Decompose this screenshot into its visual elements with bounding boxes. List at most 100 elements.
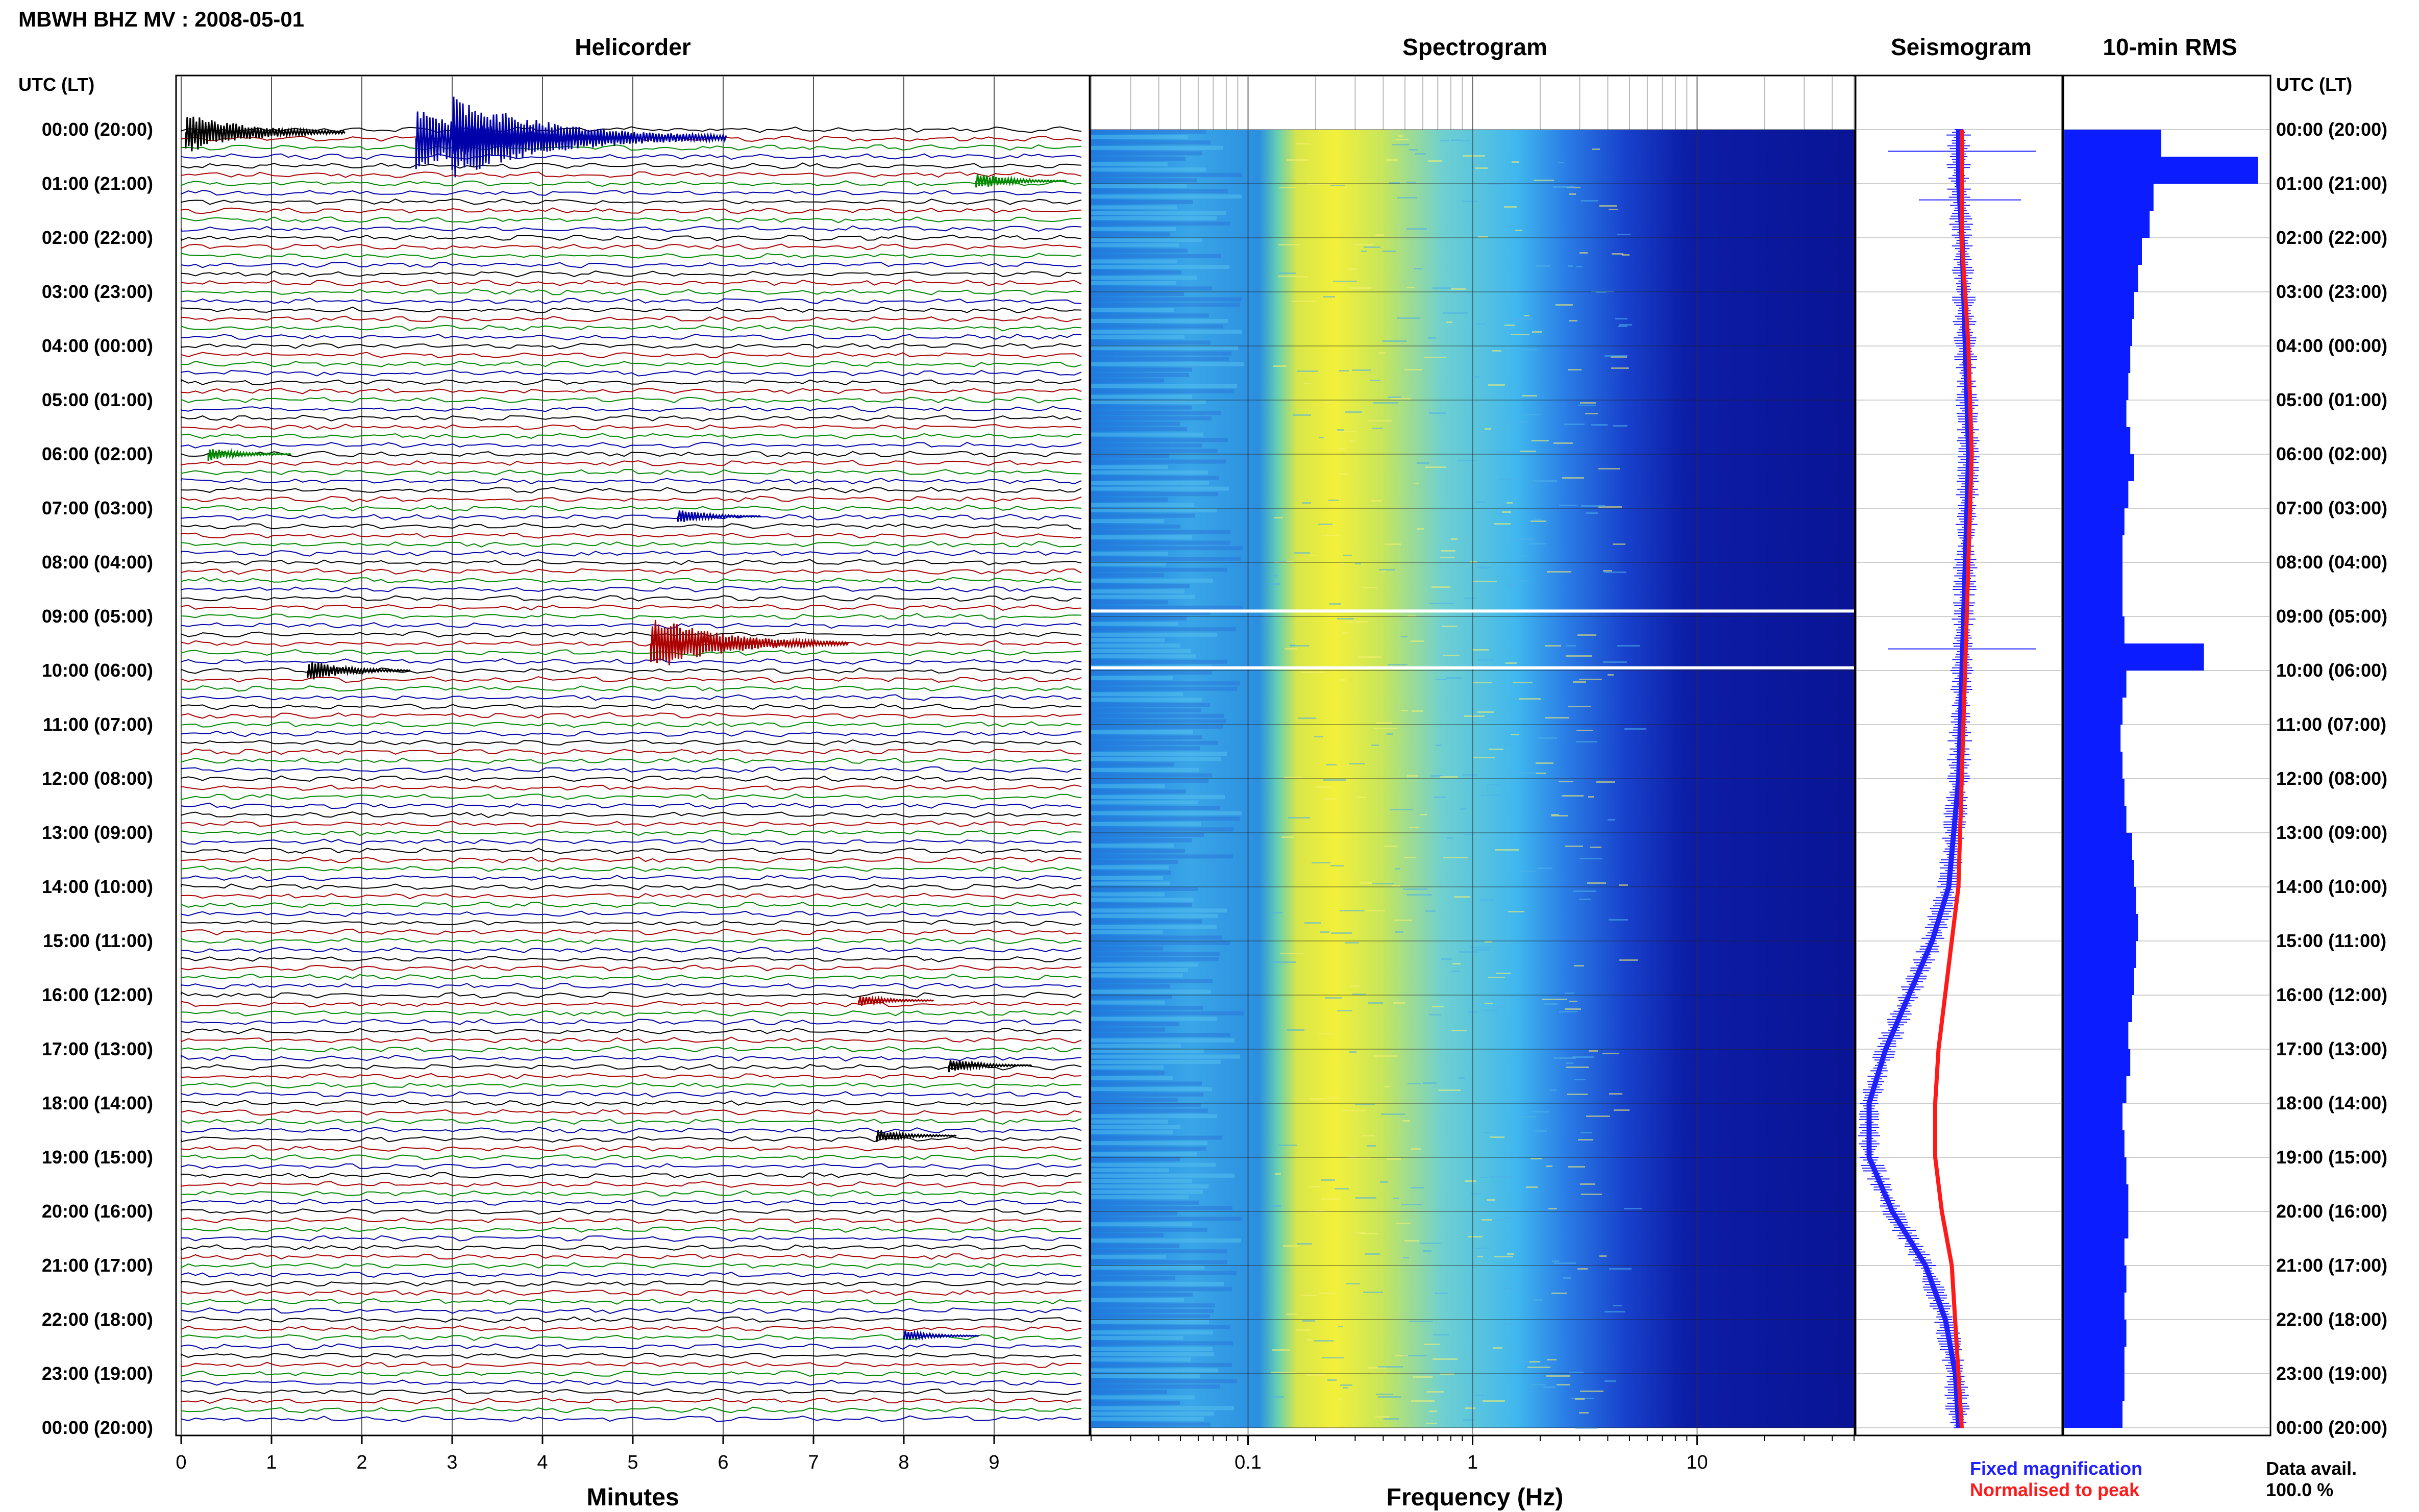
spectrogram-speckle — [1385, 1086, 1390, 1087]
spectrogram-speckle — [1485, 941, 1492, 943]
spectrogram-speckle — [1564, 424, 1585, 425]
spectrogram-speckle — [1350, 287, 1371, 289]
spectrogram-row — [1091, 1254, 1166, 1259]
spectrogram-speckle — [1598, 506, 1622, 508]
helicorder-trace — [181, 469, 1082, 476]
spectrogram-row — [1091, 1287, 1232, 1292]
spectrogram-speckle — [1475, 1395, 1484, 1396]
spectrogram-speckle — [1475, 501, 1486, 503]
time-label-right: 17:00 (13:00) — [2276, 1038, 2387, 1059]
helicorder-trace — [181, 694, 1082, 701]
spectrogram-row — [1091, 1379, 1237, 1383]
time-label-right: 04:00 (00:00) — [2276, 335, 2387, 356]
helicorder-trace — [181, 604, 1082, 611]
spectrogram-row — [1091, 767, 1199, 772]
spectrogram-speckle — [1272, 575, 1277, 577]
helicorder-trace — [181, 460, 1082, 466]
spectrogram-speckle — [1519, 580, 1528, 582]
spectrogram-speckle — [1493, 1006, 1502, 1007]
spectrogram-speckle — [1281, 836, 1294, 838]
helicorder-trace — [181, 532, 1082, 539]
spectrogram-row — [1091, 1049, 1204, 1053]
spectrogram-row — [1091, 416, 1212, 420]
spectrogram-speckle — [1579, 858, 1602, 859]
spectrogram-row — [1091, 578, 1213, 583]
spectrogram-row — [1091, 1033, 1230, 1037]
helicorder-tick-label: 7 — [808, 1452, 819, 1473]
spectrogram-speckle — [1503, 995, 1519, 997]
spectrogram-speckle — [1363, 1292, 1383, 1293]
spectrogram-speckle — [1532, 1111, 1549, 1112]
spectrogram-speckle — [1528, 543, 1546, 544]
helicorder-title: Helicorder — [575, 34, 691, 60]
spectrogram-row — [1091, 184, 1187, 188]
spectrogram-row — [1091, 130, 1206, 134]
spectrogram-speckle — [1580, 1183, 1595, 1185]
rms-bar — [2064, 995, 2132, 1022]
spectrogram-speckle — [1288, 817, 1310, 819]
spectrogram-speckle — [1345, 411, 1362, 413]
helicorder-trace — [181, 1199, 1082, 1206]
helicorder-trace — [181, 1109, 1082, 1116]
helicorder-trace — [181, 514, 1082, 521]
spectrogram-speckle — [1569, 320, 1577, 321]
spectrogram-row — [1091, 276, 1197, 280]
helicorder-trace — [181, 487, 1082, 494]
spectrogram-row — [1091, 1293, 1193, 1297]
rms-bar — [2064, 1266, 2127, 1293]
spectrogram-speckle — [1464, 715, 1485, 717]
helicorder-trace — [181, 1181, 1082, 1188]
spectrogram-row — [1091, 1152, 1197, 1156]
spectrogram-row — [1091, 313, 1209, 318]
spectrogram-row — [1091, 800, 1198, 805]
spectrogram-row — [1091, 952, 1220, 956]
helicorder-trace — [181, 388, 1082, 394]
spectrogram-speckle — [1495, 849, 1519, 851]
spectrogram-speckle — [1383, 340, 1406, 342]
spectrogram-speckle — [1367, 1145, 1376, 1147]
spectrogram-speckle — [1518, 1116, 1536, 1118]
spectrogram-speckle — [1296, 276, 1308, 278]
spectrogram-tick-label: 10 — [1686, 1452, 1708, 1473]
spectrogram-row — [1091, 454, 1169, 458]
helicorder-trace — [181, 424, 1082, 431]
spectrogram-speckle — [1619, 959, 1638, 961]
spectrogram-speckle — [1499, 479, 1515, 480]
helicorder-trace — [181, 992, 1082, 999]
spectrogram-speckle — [1568, 706, 1591, 707]
spectrogram-speckle — [1407, 775, 1418, 777]
spectrogram-speckle — [1387, 1158, 1401, 1160]
spectrogram-row — [1091, 876, 1163, 880]
spectrogram-speckle — [1392, 144, 1409, 145]
spectrogram-speckle — [1349, 763, 1365, 764]
spectrogram-speckle — [1340, 910, 1364, 911]
time-axis-left: 00:00 (20:00) 01:00 (21:00) 02:00 (22:00) 0… — [42, 119, 153, 1438]
spectrogram-row — [1091, 789, 1186, 794]
spectrogram-speckle — [1559, 781, 1573, 782]
spectrogram-row — [1091, 1022, 1179, 1026]
spectrogram-row — [1091, 1184, 1208, 1188]
helicorder-trace — [181, 856, 1082, 863]
spectrogram-row — [1091, 692, 1183, 697]
spectrogram-row — [1091, 524, 1180, 529]
spectrogram-speckle — [1565, 1008, 1581, 1010]
spectrogram-speckle — [1544, 1003, 1558, 1005]
spectrogram-speckle — [1381, 1113, 1405, 1115]
spectrogram-speckle — [1488, 384, 1505, 386]
spectrogram-speckle — [1270, 961, 1296, 963]
spectrogram-speckle — [1515, 230, 1522, 231]
helicorder-trace — [181, 622, 1082, 629]
spectrogram-speckle — [1338, 1326, 1343, 1327]
spectrogram-row — [1091, 530, 1230, 534]
spectrogram-speckle — [1477, 711, 1494, 713]
helicorder-trace — [181, 749, 1082, 755]
spectrogram-speckle — [1442, 626, 1458, 627]
spectrogram-speckle — [1494, 523, 1511, 525]
spectrogram-row — [1091, 589, 1184, 593]
helicorder-trace — [181, 1019, 1082, 1025]
spectrogram-speckle — [1337, 1010, 1352, 1011]
spectrogram-speckle — [1423, 1082, 1437, 1084]
spectrogram-speckle — [1516, 349, 1537, 351]
spectrogram-speckle — [1368, 1002, 1383, 1004]
spectrogram-speckle — [1599, 205, 1617, 207]
